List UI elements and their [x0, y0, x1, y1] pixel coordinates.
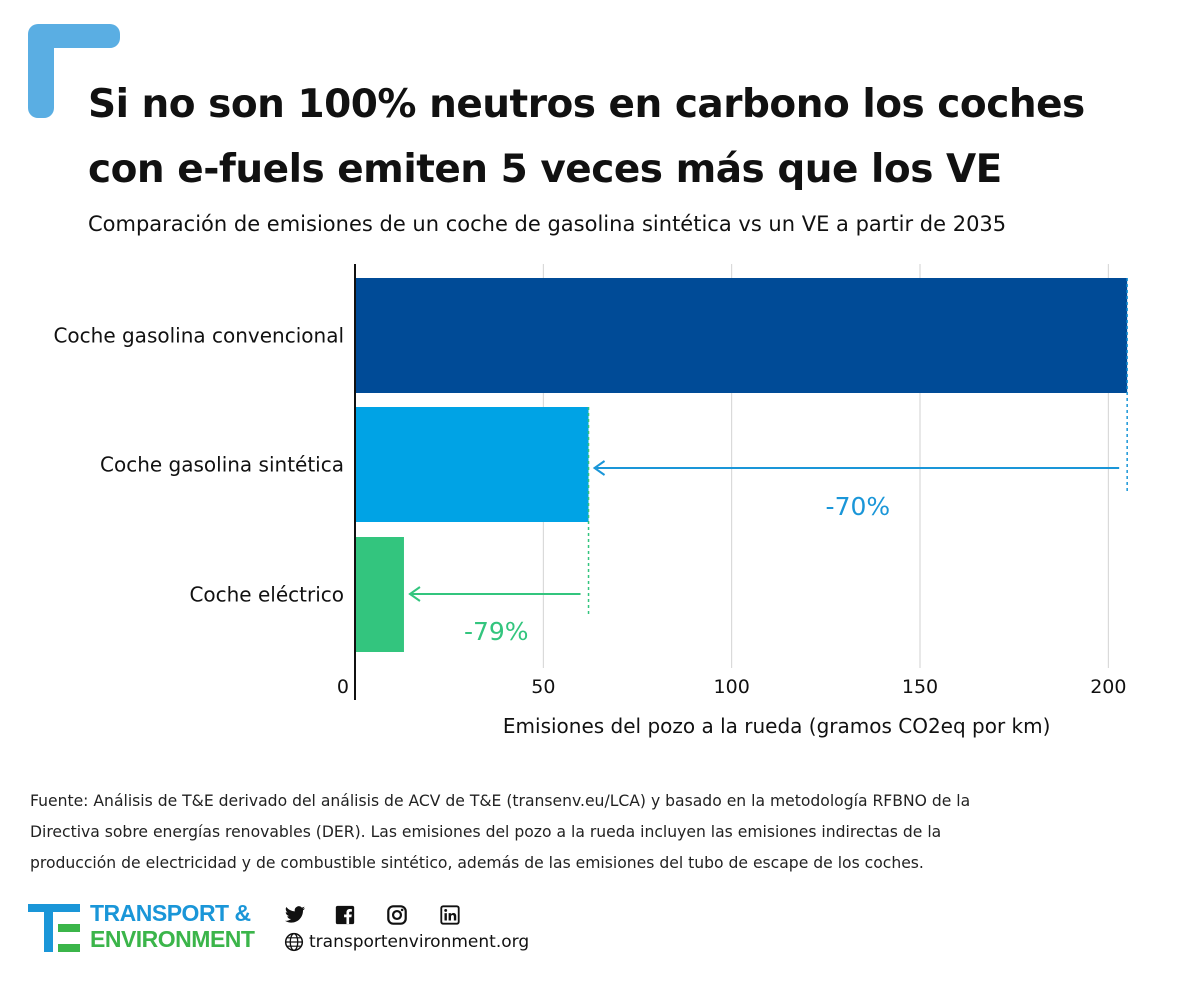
- globe-icon: [284, 932, 304, 952]
- x-axis-label: Emisiones del pozo a la rueda (gramos CO…: [503, 714, 1051, 738]
- linkedin-icon[interactable]: [439, 904, 461, 926]
- tick-label-100: 100: [714, 676, 750, 698]
- social-links: [284, 904, 484, 926]
- te-logo-icon: [28, 904, 80, 952]
- te-logo-wordmark: TRANSPORT & ENVIRONMENT: [90, 900, 255, 952]
- tick-label-0: 0: [337, 676, 349, 698]
- logo-line-1: TRANSPORT &: [90, 900, 251, 926]
- annotation-label-2: -79%: [464, 617, 529, 646]
- chart-title-line-2: con e-fuels emiten 5 veces más que los V…: [88, 147, 1002, 192]
- tick-label-200: 200: [1090, 676, 1126, 698]
- twitter-icon[interactable]: [284, 904, 306, 926]
- chart-subtitle: Comparación de emisiones de un coche de …: [88, 212, 1007, 236]
- corner-bracket-decoration: [28, 24, 120, 118]
- category-label-2: Coche gasolina sintética: [100, 453, 344, 477]
- tick-label-50: 50: [531, 676, 555, 698]
- bar-chart: Coche gasolina convencional Coche gasolin…: [53, 264, 1128, 738]
- category-label-3: Coche eléctrico: [189, 583, 344, 607]
- tick-label-150: 150: [902, 676, 938, 698]
- facebook-icon[interactable]: [334, 904, 356, 926]
- annotation-label-1: -70%: [826, 492, 891, 521]
- source-line-2: Directiva sobre energías renovables (DER…: [30, 823, 942, 841]
- arrow-head-1: [592, 460, 606, 476]
- source-line-3: producción de electricidad y de combusti…: [30, 854, 924, 872]
- logo-line-2: ENVIRONMENT: [90, 926, 255, 952]
- bar-3: [355, 537, 404, 652]
- chart-title-line-1: Si no son 100% neutros en carbono los co…: [88, 82, 1085, 127]
- source-note: Fuente: Análisis de T&E derivado del aná…: [30, 786, 1170, 879]
- instagram-icon[interactable]: [386, 904, 408, 926]
- bar-2: [355, 407, 589, 522]
- source-line-1: Fuente: Análisis de T&E derivado del aná…: [30, 792, 971, 810]
- chart-title: Si no son 100% neutros en carbono los co…: [88, 72, 1188, 202]
- bar-1: [355, 278, 1128, 393]
- website-text: transportenvironment.org: [309, 932, 530, 952]
- footer: TRANSPORT & ENVIRONMENT transpor: [28, 900, 588, 960]
- website-link[interactable]: transportenvironment.org: [284, 930, 529, 954]
- arrow-head-2: [408, 586, 421, 602]
- category-label-1: Coche gasolina convencional: [53, 324, 344, 348]
